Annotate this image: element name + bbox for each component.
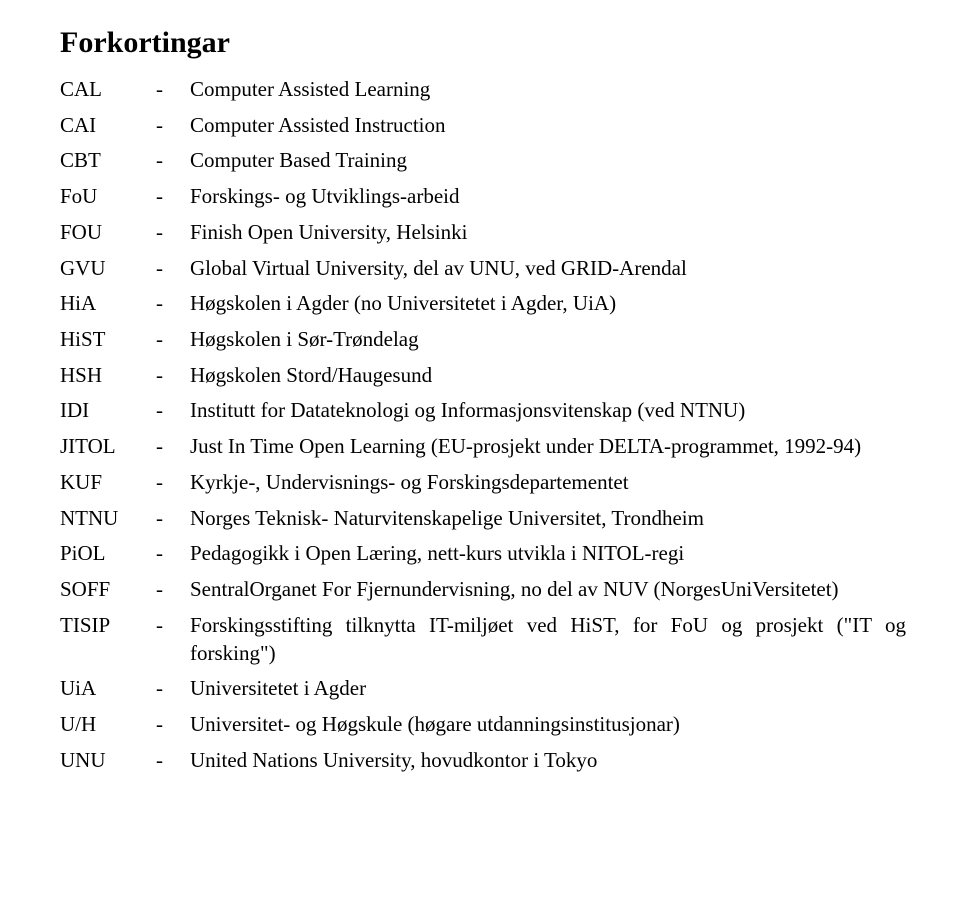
table-row: FoU-Forskings- og Utviklings-arbeid [60, 179, 906, 215]
dash-cell: - [156, 743, 190, 779]
definition-cell: Forskings- og Utviklings-arbeid [190, 179, 906, 215]
table-row: HiA-Høgskolen i Agder (no Universitetet … [60, 286, 906, 322]
definition-cell: Høgskolen i Agder (no Universitetet i Ag… [190, 286, 906, 322]
dash-cell: - [156, 393, 190, 429]
table-row: UiA-Universitetet i Agder [60, 671, 906, 707]
table-row: CAL-Computer Assisted Learning [60, 72, 906, 108]
abbr-cell: U/H [60, 707, 156, 743]
definition-cell: Pedagogikk i Open Læring, nett-kurs utvi… [190, 536, 906, 572]
dash-cell: - [156, 572, 190, 608]
abbr-cell: UiA [60, 671, 156, 707]
abbr-cell: SOFF [60, 572, 156, 608]
table-row: NTNU-Norges Teknisk- Naturvitenskapelige… [60, 501, 906, 537]
definition-cell: Computer Based Training [190, 143, 906, 179]
table-row: FOU-Finish Open University, Helsinki [60, 215, 906, 251]
abbr-cell: HSH [60, 358, 156, 394]
definition-cell: Norges Teknisk- Naturvitenskapelige Univ… [190, 501, 906, 537]
abbr-cell: TISIP [60, 608, 156, 671]
dash-cell: - [156, 707, 190, 743]
dash-cell: - [156, 465, 190, 501]
table-row: JITOL-Just In Time Open Learning (EU-pro… [60, 429, 906, 465]
definition-cell: Universitetet i Agder [190, 671, 906, 707]
dash-cell: - [156, 108, 190, 144]
table-row: TISIP-Forskingsstifting tilknytta IT-mil… [60, 608, 906, 671]
table-row: GVU-Global Virtual University, del av UN… [60, 251, 906, 287]
dash-cell: - [156, 608, 190, 671]
dash-cell: - [156, 286, 190, 322]
table-row: PiOL-Pedagogikk i Open Læring, nett-kurs… [60, 536, 906, 572]
dash-cell: - [156, 429, 190, 465]
page-title: Forkortingar [60, 26, 906, 60]
dash-cell: - [156, 358, 190, 394]
abbr-cell: PiOL [60, 536, 156, 572]
table-row: U/H-Universitet- og Høgskule (høgare utd… [60, 707, 906, 743]
definition-cell: Kyrkje-, Undervisnings- og Forskingsdepa… [190, 465, 906, 501]
dash-cell: - [156, 251, 190, 287]
definition-cell: United Nations University, hovudkontor i… [190, 743, 906, 779]
definition-cell: Institutt for Datateknologi og Informasj… [190, 393, 906, 429]
abbr-cell: IDI [60, 393, 156, 429]
abbr-cell: NTNU [60, 501, 156, 537]
dash-cell: - [156, 215, 190, 251]
table-row: IDI-Institutt for Datateknologi og Infor… [60, 393, 906, 429]
dash-cell: - [156, 671, 190, 707]
dash-cell: - [156, 322, 190, 358]
table-row: CBT-Computer Based Training [60, 143, 906, 179]
abbr-cell: FoU [60, 179, 156, 215]
abbr-cell: GVU [60, 251, 156, 287]
table-row: SOFF-SentralOrganet For Fjernundervisnin… [60, 572, 906, 608]
table-row: UNU-United Nations University, hovudkont… [60, 743, 906, 779]
abbr-cell: HiST [60, 322, 156, 358]
definition-cell: Computer Assisted Learning [190, 72, 906, 108]
table-row: KUF-Kyrkje-, Undervisnings- og Forskings… [60, 465, 906, 501]
definition-cell: Finish Open University, Helsinki [190, 215, 906, 251]
definition-cell: Høgskolen i Sør-Trøndelag [190, 322, 906, 358]
dash-cell: - [156, 501, 190, 537]
abbr-cell: CBT [60, 143, 156, 179]
dash-cell: - [156, 72, 190, 108]
definition-cell: SentralOrganet For Fjernundervisning, no… [190, 572, 906, 608]
dash-cell: - [156, 179, 190, 215]
abbr-cell: JITOL [60, 429, 156, 465]
table-row: CAI-Computer Assisted Instruction [60, 108, 906, 144]
definition-cell: Computer Assisted Instruction [190, 108, 906, 144]
abbrev-table: CAL-Computer Assisted LearningCAI-Comput… [60, 72, 906, 778]
definition-cell: Global Virtual University, del av UNU, v… [190, 251, 906, 287]
dash-cell: - [156, 536, 190, 572]
table-row: HSH-Høgskolen Stord/Haugesund [60, 358, 906, 394]
definition-cell: Høgskolen Stord/Haugesund [190, 358, 906, 394]
abbr-cell: HiA [60, 286, 156, 322]
definition-cell: Just In Time Open Learning (EU-prosjekt … [190, 429, 906, 465]
dash-cell: - [156, 143, 190, 179]
abbr-cell: FOU [60, 215, 156, 251]
definition-cell: Forskingsstifting tilknytta IT-miljøet v… [190, 608, 906, 671]
definition-cell: Universitet- og Høgskule (høgare utdanni… [190, 707, 906, 743]
abbr-cell: CAI [60, 108, 156, 144]
abbr-cell: KUF [60, 465, 156, 501]
table-row: HiST-Høgskolen i Sør-Trøndelag [60, 322, 906, 358]
abbr-cell: CAL [60, 72, 156, 108]
abbr-cell: UNU [60, 743, 156, 779]
